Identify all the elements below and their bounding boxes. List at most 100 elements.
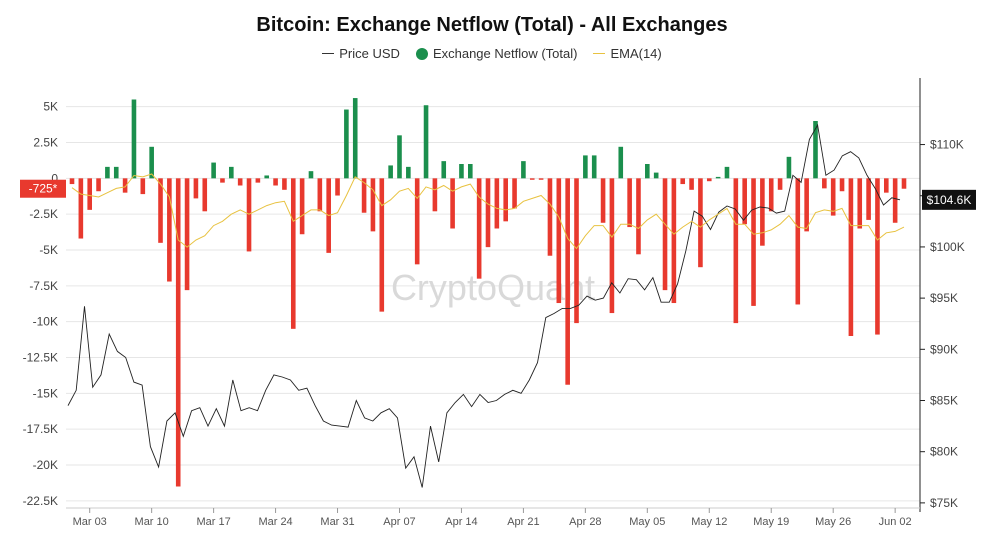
legend-item-ema[interactable]: EMA(14)	[593, 46, 662, 61]
netflow-bar-inflow	[671, 178, 677, 304]
legend-item-netflow[interactable]: Exchange Netflow (Total)	[415, 46, 578, 61]
netflow-bar-inflow	[432, 178, 438, 212]
netflow-bar-outflow	[724, 166, 730, 179]
netflow-bar-inflow	[830, 178, 836, 216]
x-axis-tick-label: Mar 10	[135, 516, 169, 528]
legend-item-price[interactable]: Price USD	[322, 46, 400, 61]
netflow-bar-inflow	[609, 178, 615, 314]
netflow-bar-inflow	[193, 178, 199, 199]
line-icon	[593, 53, 606, 54]
current-price-badge	[922, 189, 976, 210]
netflow-bar-outflow	[264, 175, 270, 179]
x-axis-tick-label: May 05	[629, 516, 665, 528]
netflow-bar-inflow	[335, 178, 340, 196]
netflow-bar-outflow	[467, 164, 473, 179]
x-axis-tick-label: Mar 03	[73, 516, 107, 528]
left-axis-tick-label: -5K	[39, 243, 58, 257]
left-axis-tick-label: -10K	[33, 315, 58, 329]
netflow-bar-outflow	[344, 109, 349, 179]
netflow-bar-outflow	[211, 162, 216, 179]
right-axis-tick-label: $90K	[930, 342, 958, 356]
x-axis-tick-label: May 19	[753, 516, 789, 528]
price-line	[67, 123, 901, 488]
netflow-bar-outflow	[441, 161, 447, 179]
x-axis-tick-label: Apr 07	[383, 516, 415, 528]
netflow-bar-outflow	[591, 155, 597, 179]
netflow-bar-inflow	[237, 178, 243, 186]
netflow-bar-inflow	[167, 178, 172, 282]
netflow-bar-inflow	[140, 178, 146, 195]
netflow-bar-inflow	[87, 178, 93, 210]
netflow-bar-inflow	[485, 178, 491, 248]
netflow-bar-inflow	[680, 178, 686, 185]
right-axis-tick-label: $95K	[930, 291, 958, 305]
netflow-bar-inflow	[662, 178, 668, 291]
current-netflow-badge	[20, 179, 66, 198]
netflow-bar-inflow	[476, 178, 482, 279]
netflow-bar-inflow	[538, 178, 544, 180]
netflow-bar-outflow	[645, 164, 650, 179]
left-axis-tick-label: 0	[51, 171, 58, 185]
netflow-bar-inflow	[220, 178, 225, 183]
netflow-bar-inflow	[848, 178, 854, 336]
left-axis-tick-label: -12.5K	[23, 351, 58, 365]
netflow-bar-outflow	[397, 135, 402, 179]
right-axis-tick-label: $110K	[930, 138, 964, 152]
netflow-bar-inflow	[317, 178, 323, 212]
netflow-bar-inflow	[96, 178, 101, 192]
netflow-bar-inflow	[795, 178, 801, 305]
watermark-text: CryptoQuant	[391, 267, 595, 308]
netflow-bar-inflow	[379, 178, 385, 312]
netflow-bar-inflow	[875, 178, 880, 335]
chart-title: Bitcoin: Exchange Netflow (Total) - All …	[256, 14, 728, 36]
netflow-bar-inflow	[450, 178, 455, 229]
netflow-bar-outflow	[105, 166, 110, 179]
netflow-bar-outflow	[388, 165, 393, 179]
dot-icon	[415, 47, 428, 60]
line-icon	[322, 53, 335, 54]
netflow-bar-inflow	[246, 178, 252, 252]
netflow-bar-inflow	[529, 178, 535, 180]
netflow-bar-outflow	[583, 155, 588, 179]
current-netflow-label: -725*	[29, 182, 58, 196]
ema-line	[71, 173, 905, 250]
netflow-bar-inflow	[883, 178, 889, 193]
netflow-bar-outflow	[786, 156, 792, 179]
netflow-bar-inflow	[857, 178, 863, 229]
netflow-bar-outflow	[423, 105, 429, 179]
netflow-bar-outflow	[149, 146, 154, 179]
right-axis-tick-label: $100K	[930, 240, 965, 254]
netflow-bar-inflow	[839, 178, 845, 192]
legend-label-price: Price USD	[339, 46, 400, 61]
x-axis-tick-label: Mar 17	[196, 516, 230, 528]
netflow-bar-outflow	[131, 99, 137, 179]
netflow-bar-inflow	[494, 178, 500, 229]
netflow-bar-outflow	[459, 164, 464, 179]
netflow-bar-inflow	[777, 178, 783, 190]
netflow-bar-outflow	[618, 146, 624, 179]
left-axis-tick-label: 5K	[43, 100, 58, 114]
netflow-bar-inflow	[706, 178, 712, 182]
legend-label-netflow: Exchange Netflow (Total)	[432, 46, 578, 61]
netflow-bar-inflow	[512, 178, 517, 209]
netflow-bar-inflow	[255, 178, 261, 183]
x-axis-tick-label: Apr 28	[569, 516, 601, 528]
netflow-bar-inflow	[414, 178, 420, 265]
netflow-bar-inflow	[636, 178, 641, 255]
netflow-bar-outflow	[308, 171, 314, 179]
netflow-bar-outflow	[521, 161, 526, 179]
netflow-bar-inflow	[556, 178, 562, 304]
netflow-bar-inflow	[600, 178, 606, 223]
netflow-bar-inflow	[742, 178, 747, 225]
right-axis-tick-label: $85K	[930, 394, 958, 408]
netflow-bar-outflow	[715, 176, 721, 179]
netflow-bar-inflow	[804, 178, 809, 232]
netflow-bar-inflow	[503, 178, 509, 222]
chart-legend: Price USD Exchange Netflow (Total) EMA(1…	[0, 46, 984, 61]
netflow-bar-inflow	[69, 178, 75, 185]
netflow-bar-inflow	[768, 178, 774, 212]
netflow-bar-inflow	[760, 178, 765, 246]
netflow-bar-outflow	[113, 166, 119, 179]
x-axis-tick-label: Apr 14	[445, 516, 477, 528]
